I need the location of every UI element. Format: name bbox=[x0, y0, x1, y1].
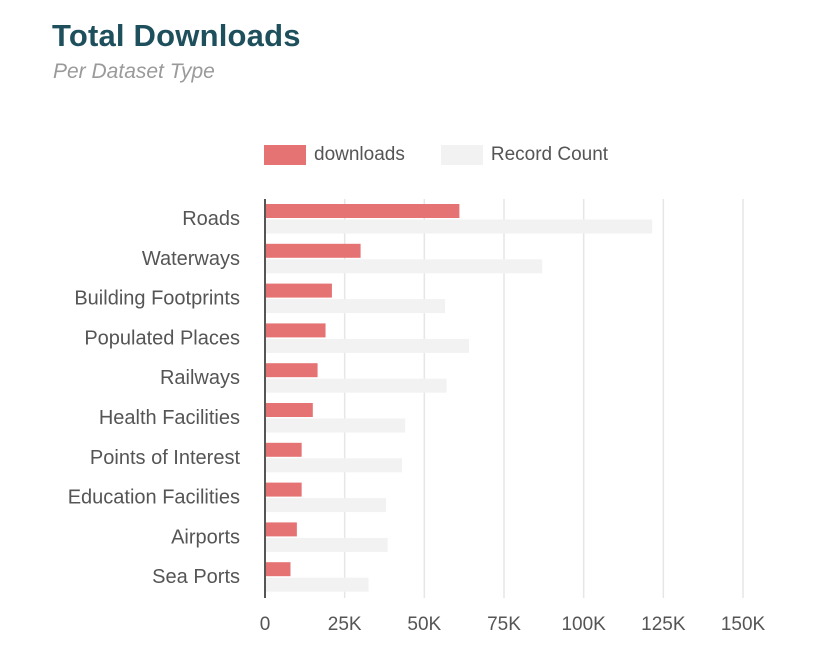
bar-record-count bbox=[265, 299, 446, 314]
category-label: Sea Ports bbox=[152, 566, 240, 588]
bar-downloads bbox=[265, 204, 460, 218]
legend-label-record-count: Record Count bbox=[490, 144, 609, 165]
bar-downloads bbox=[265, 522, 297, 537]
chart-legend: downloads Record Count bbox=[264, 144, 608, 166]
category-label: Populated Places bbox=[84, 327, 240, 349]
chart-subtitle: Per Dataset Type bbox=[53, 60, 215, 83]
bar-downloads bbox=[265, 363, 318, 378]
bar-record-count bbox=[265, 458, 403, 473]
bar-record-count bbox=[265, 338, 469, 353]
bar-downloads bbox=[265, 323, 326, 338]
bar-downloads bbox=[265, 442, 302, 457]
x-tick-label: 25K bbox=[328, 614, 362, 635]
category-label: Railways bbox=[160, 367, 240, 389]
bar-record-count bbox=[265, 498, 387, 513]
category-label: Waterways bbox=[142, 248, 240, 270]
bar-record-count bbox=[265, 378, 447, 393]
bar-record-count bbox=[265, 418, 406, 433]
x-tick-label: 100K bbox=[561, 614, 606, 635]
bar-record-count bbox=[265, 259, 543, 274]
legend-item-record-count[interactable]: Record Count bbox=[440, 144, 609, 166]
category-label: Roads bbox=[182, 208, 240, 230]
x-tick-label: 50K bbox=[407, 614, 441, 635]
bar-record-count bbox=[265, 577, 369, 592]
bar-record-count bbox=[265, 219, 653, 234]
bar-downloads bbox=[265, 243, 361, 258]
x-tick-label: 75K bbox=[487, 614, 521, 635]
legend-swatch-record-count bbox=[440, 145, 483, 165]
category-label: Building Footprints bbox=[74, 288, 240, 310]
x-tick-label: 125K bbox=[641, 614, 686, 635]
chart-title: Total Downloads bbox=[52, 18, 301, 53]
bar-downloads bbox=[265, 562, 291, 577]
legend-label-downloads: downloads bbox=[314, 144, 405, 165]
legend-item-downloads[interactable]: downloads bbox=[264, 144, 405, 166]
bar-downloads bbox=[265, 482, 302, 497]
bar-downloads bbox=[265, 283, 332, 298]
bar-downloads bbox=[265, 403, 313, 417]
category-label: Health Facilities bbox=[99, 407, 240, 429]
category-label: Education Facilities bbox=[68, 487, 240, 509]
bar-record-count bbox=[265, 537, 388, 552]
category-label: Points of Interest bbox=[90, 447, 241, 469]
legend-swatch-downloads bbox=[264, 145, 306, 165]
x-tick-label: 0 bbox=[260, 614, 271, 635]
category-label: Airports bbox=[171, 526, 240, 548]
x-tick-label: 150K bbox=[721, 614, 766, 635]
